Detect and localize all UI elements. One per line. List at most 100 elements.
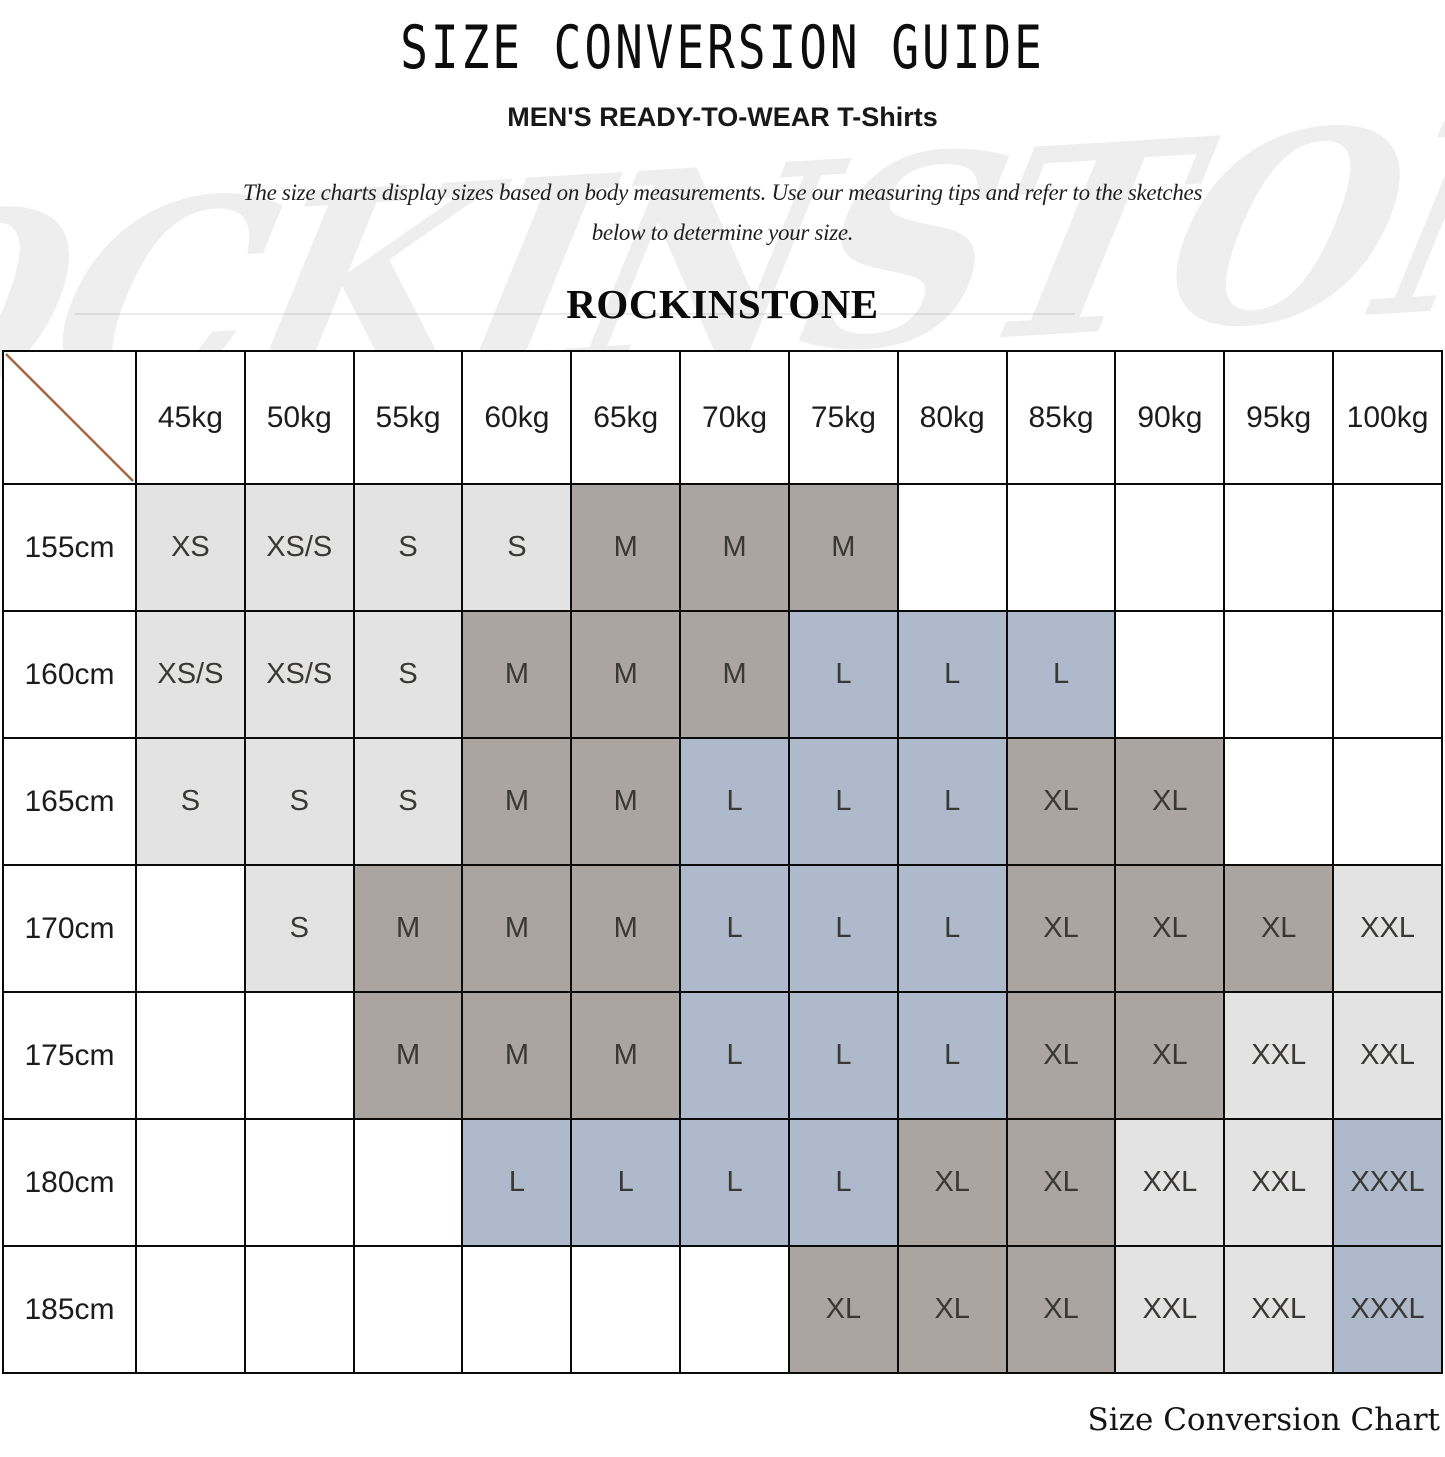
- size-cell: [1332, 610, 1443, 739]
- size-cell: [1114, 483, 1226, 612]
- size-cell: [1223, 610, 1335, 739]
- size-cell: [1114, 610, 1226, 739]
- size-cell: [461, 1245, 573, 1374]
- table-body: 155cm XS XS/S S S M M M 160cm XS/S XS/S S M M M L L L 165c…: [2, 483, 1443, 1374]
- table-row: 165cm S S S M M L L L XL XL: [2, 737, 1443, 866]
- size-cell: M: [679, 610, 790, 739]
- size-cell: S: [243, 864, 355, 993]
- size-cell: S: [135, 737, 246, 866]
- size-cell: L: [896, 610, 1008, 739]
- size-cell: XL: [787, 1245, 899, 1374]
- weight-header-cell: 75kg: [787, 350, 899, 485]
- size-cell: [243, 1118, 355, 1247]
- size-cell: [1332, 483, 1443, 612]
- weight-header-cell: 45kg: [135, 350, 246, 485]
- size-cell: M: [570, 610, 682, 739]
- size-cell: L: [896, 991, 1008, 1120]
- size-cell: L: [787, 610, 899, 739]
- size-cell: M: [570, 483, 682, 612]
- size-cell: M: [461, 737, 573, 866]
- size-cell: L: [787, 737, 899, 866]
- size-cell: XXL: [1223, 991, 1335, 1120]
- size-cell: XXL: [1223, 1118, 1335, 1247]
- size-cell: XS/S: [243, 483, 355, 612]
- size-cell: M: [461, 610, 573, 739]
- size-cell: XS/S: [135, 610, 246, 739]
- size-cell: L: [896, 864, 1008, 993]
- size-cell: S: [352, 483, 464, 612]
- size-cell: M: [570, 864, 682, 993]
- size-cell: [896, 483, 1008, 612]
- page-title: SIZE CONVERSION GUIDE: [400, 12, 1045, 83]
- weight-header-cell: 85kg: [1005, 350, 1117, 485]
- description-line-2: below to determine your size.: [591, 220, 854, 245]
- corner-cell: [2, 350, 137, 485]
- size-cell: [1223, 737, 1335, 866]
- weight-header-cell: 90kg: [1114, 350, 1226, 485]
- size-cell: L: [461, 1118, 573, 1247]
- size-cell: XXL: [1332, 991, 1443, 1120]
- size-cell: [243, 1245, 355, 1374]
- size-cell: XL: [1223, 864, 1335, 993]
- size-cell: L: [787, 991, 899, 1120]
- size-cell: M: [352, 864, 464, 993]
- size-cell: [570, 1245, 682, 1374]
- table-row: 180cm L L L L XL XL XXL XXL XXXL: [2, 1118, 1443, 1247]
- size-cell: XS/S: [243, 610, 355, 739]
- size-cell: [352, 1118, 464, 1247]
- height-label-cell: 180cm: [2, 1118, 137, 1247]
- weight-header-cell: 60kg: [461, 350, 573, 485]
- size-cell: M: [461, 991, 573, 1120]
- size-cell: L: [679, 991, 790, 1120]
- size-cell: M: [679, 483, 790, 612]
- size-cell: XL: [1114, 991, 1226, 1120]
- height-label-cell: 165cm: [2, 737, 137, 866]
- weight-header-cell: 100kg: [1332, 350, 1443, 485]
- size-cell: XL: [1005, 991, 1117, 1120]
- size-cell: S: [352, 737, 464, 866]
- weight-header-cell: 70kg: [679, 350, 790, 485]
- size-cell: S: [461, 483, 573, 612]
- size-cell: XXL: [1114, 1245, 1226, 1374]
- subtitle: MEN'S READY-TO-WEAR T-Shirts: [507, 102, 938, 132]
- table-row: 185cm XL XL XL XXL XXL XXXL: [2, 1245, 1443, 1374]
- size-cell: [243, 991, 355, 1120]
- weight-header-cell: 50kg: [243, 350, 355, 485]
- size-cell: XXL: [1114, 1118, 1226, 1247]
- size-cell: M: [570, 737, 682, 866]
- size-cell: [135, 1245, 246, 1374]
- size-cell: L: [1005, 610, 1117, 739]
- size-cell: XL: [896, 1245, 1008, 1374]
- height-label-cell: 185cm: [2, 1245, 137, 1374]
- size-cell: XXL: [1223, 1245, 1335, 1374]
- size-cell: L: [896, 737, 1008, 866]
- table-row: 170cm S M M M L L L XL XL XL XXL: [2, 864, 1443, 993]
- size-conversion-table: 45kg 50kg 55kg 60kg 65kg 70kg 75kg 80kg 85kg 90kg…: [2, 350, 1443, 1374]
- size-cell: XL: [1114, 864, 1226, 993]
- size-cell: XL: [1005, 1245, 1117, 1374]
- size-cell: XL: [1005, 737, 1117, 866]
- weight-header-cell: 65kg: [570, 350, 682, 485]
- size-cell: M: [787, 483, 899, 612]
- height-label-cell: 160cm: [2, 610, 137, 739]
- size-cell: L: [679, 1118, 790, 1247]
- size-cell: M: [352, 991, 464, 1120]
- size-cell: M: [461, 864, 573, 993]
- height-label-cell: 155cm: [2, 483, 137, 612]
- size-cell: [1005, 483, 1117, 612]
- chart-caption: Size Conversion Chart: [1087, 1402, 1440, 1438]
- diagonal-line-icon: [4, 352, 135, 483]
- size-cell: XL: [1005, 1118, 1117, 1247]
- description-line-1: The size charts display sizes based on b…: [242, 180, 1203, 205]
- table-row: 155cm XS XS/S S S M M M: [2, 483, 1443, 612]
- table-row: 175cm M M M L L L XL XL XXL XXL: [2, 991, 1443, 1120]
- size-cell: [135, 991, 246, 1120]
- brand-name: ROCKINSTONE: [566, 281, 879, 327]
- size-cell: XXL: [1332, 864, 1443, 993]
- weight-header-cell: 95kg: [1223, 350, 1335, 485]
- size-cell: M: [570, 991, 682, 1120]
- size-cell: XS: [135, 483, 246, 612]
- size-cell: L: [787, 864, 899, 993]
- weight-header-cell: 80kg: [896, 350, 1008, 485]
- weight-header-cell: 55kg: [352, 350, 464, 485]
